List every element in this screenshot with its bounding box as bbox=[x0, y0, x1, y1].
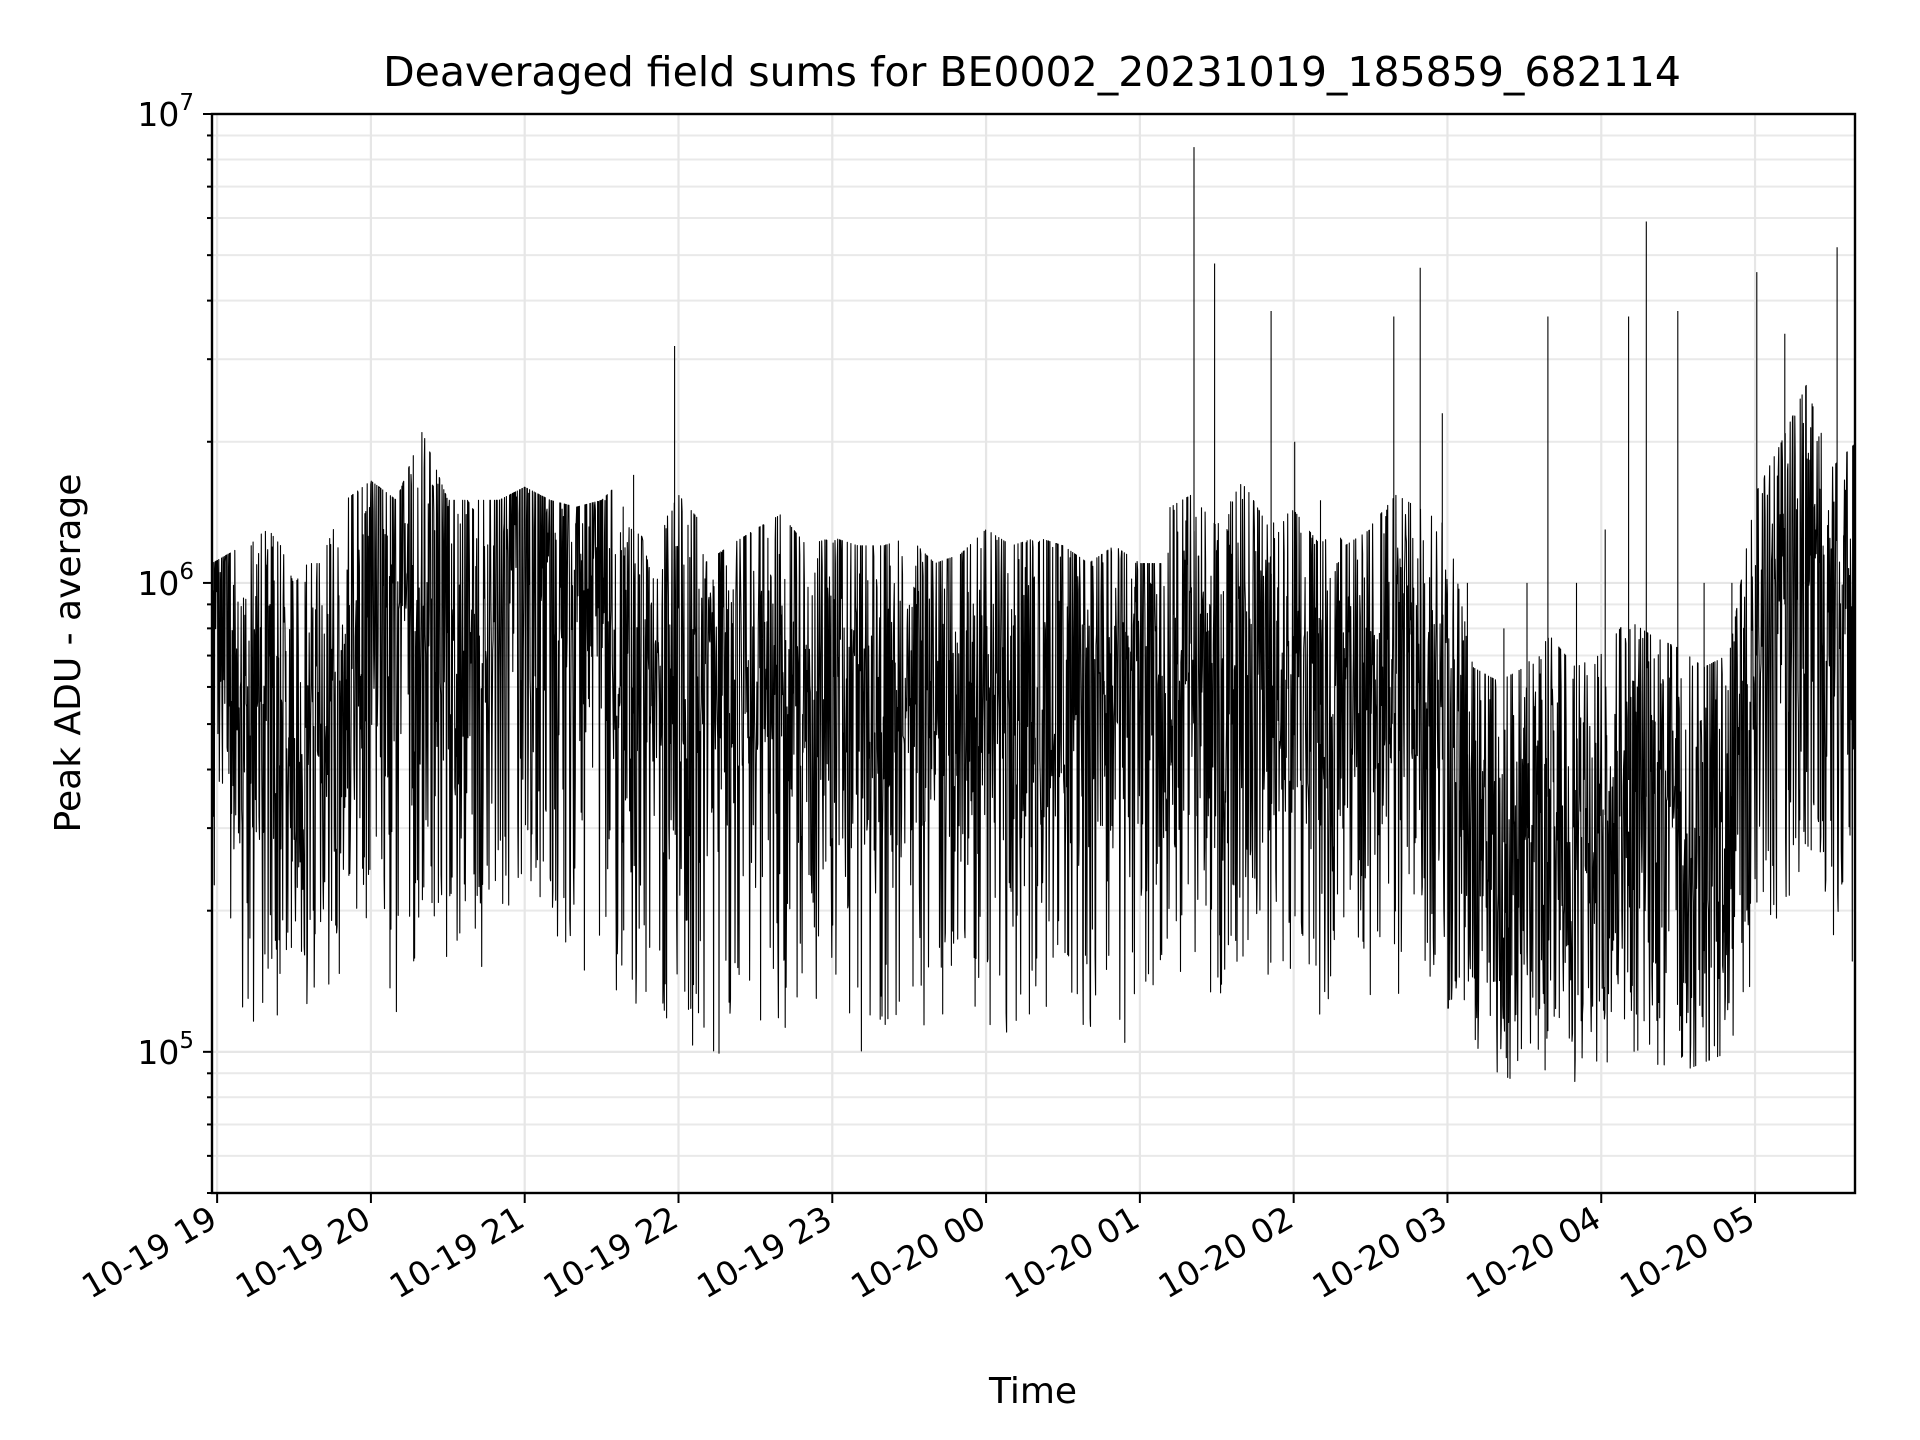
y-tick-label-base: 10 bbox=[137, 564, 179, 603]
y-tick-label-exponent: 6 bbox=[179, 559, 194, 585]
plot-frame bbox=[210, 112, 1857, 1195]
y-tick-label-exponent: 7 bbox=[179, 90, 194, 116]
x-tick-label: 10-19 22 bbox=[537, 1198, 685, 1306]
x-tick-label: 10-19 23 bbox=[690, 1198, 838, 1306]
series-line bbox=[211, 147, 1856, 1083]
chart-title: Deaveraged field sums for BE0002_2023101… bbox=[383, 48, 1681, 96]
x-tick-label: 10-20 00 bbox=[844, 1198, 992, 1306]
y-tick-label: 105 bbox=[137, 1028, 194, 1072]
y-tick-label-base: 10 bbox=[137, 95, 179, 134]
ticks bbox=[203, 113, 1757, 1203]
x-axis-label: Time bbox=[988, 1371, 1077, 1412]
y-tick-label: 106 bbox=[137, 559, 194, 603]
x-tick-label: 10-20 01 bbox=[998, 1198, 1146, 1306]
x-tick-label: 10-19 21 bbox=[383, 1198, 531, 1306]
x-tick-label: 10-19 19 bbox=[75, 1198, 223, 1306]
x-tick-label: 10-19 20 bbox=[229, 1198, 377, 1306]
y-tick-label: 107 bbox=[137, 90, 194, 134]
y-axis-label: Peak ADU - average bbox=[48, 474, 89, 833]
x-tick-label: 10-20 04 bbox=[1459, 1198, 1607, 1306]
x-tick-label: 10-20 03 bbox=[1305, 1198, 1453, 1306]
y-tick-label-base: 10 bbox=[137, 1033, 179, 1072]
y-tick-label-exponent: 5 bbox=[179, 1028, 194, 1054]
x-tick-label: 10-20 05 bbox=[1613, 1198, 1761, 1306]
x-tick-label: 10-20 02 bbox=[1152, 1198, 1300, 1306]
x-tick-labels: 10-19 19 10-19 20 10-19 21 10-19 22 10-19 23… bbox=[75, 1198, 1761, 1306]
series-layer bbox=[211, 147, 1856, 1083]
